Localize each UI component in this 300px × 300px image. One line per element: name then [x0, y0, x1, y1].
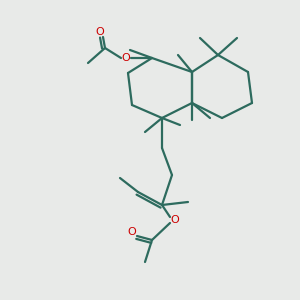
Text: O: O	[122, 53, 130, 63]
Text: O: O	[128, 227, 136, 237]
Text: O: O	[171, 215, 179, 225]
Text: O: O	[96, 27, 104, 37]
